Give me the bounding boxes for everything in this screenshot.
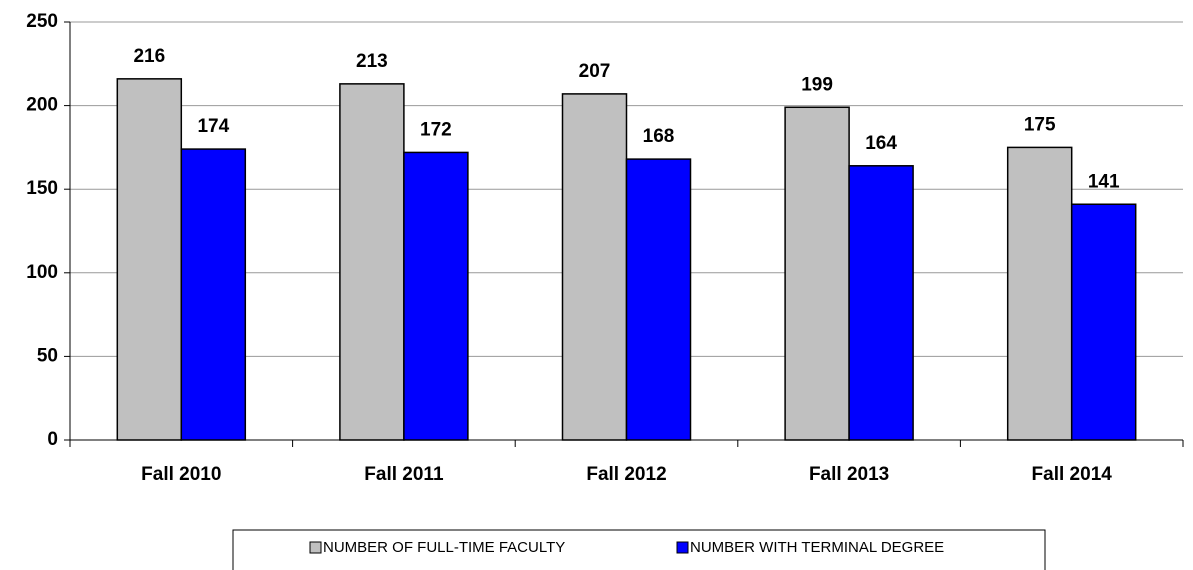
bar	[784, 106, 850, 441]
bar	[339, 83, 405, 441]
x-tick-label: Fall 2010	[141, 464, 221, 485]
data-label: 207	[579, 61, 611, 82]
y-tick-label: 0	[47, 429, 58, 450]
bar	[561, 93, 628, 441]
data-label: 199	[801, 74, 833, 95]
bar	[1070, 203, 1137, 441]
x-tick-label: Fall 2013	[809, 464, 889, 485]
bar	[848, 165, 914, 441]
y-tick-label: 150	[26, 178, 58, 199]
x-tick-label: Fall 2014	[1032, 464, 1113, 485]
bar	[180, 148, 247, 441]
data-label: 141	[1088, 171, 1120, 192]
y-tick-label: 250	[26, 11, 58, 32]
data-label: 164	[865, 133, 897, 154]
bar	[1006, 146, 1073, 441]
legend-swatch	[309, 541, 322, 554]
y-tick-label: 200	[26, 95, 58, 116]
y-tick-label: 50	[37, 345, 58, 366]
data-label: 172	[420, 119, 452, 140]
legend-label: NUMBER OF FULL-TIME FACULTY	[323, 539, 565, 556]
bar	[116, 78, 183, 441]
x-tick-label: Fall 2011	[364, 464, 444, 485]
bar	[403, 151, 469, 441]
legend-label: NUMBER WITH TERMINAL DEGREE	[690, 539, 944, 556]
data-label: 168	[643, 126, 675, 147]
bar	[625, 158, 692, 441]
legend-box	[232, 529, 1046, 570]
data-label: 213	[356, 51, 388, 72]
x-tick-label: Fall 2012	[586, 464, 666, 485]
data-label: 216	[133, 46, 165, 67]
legend-swatch	[676, 541, 689, 554]
data-label: 174	[197, 116, 229, 137]
y-tick-label: 100	[26, 262, 58, 283]
data-label: 175	[1024, 114, 1056, 135]
